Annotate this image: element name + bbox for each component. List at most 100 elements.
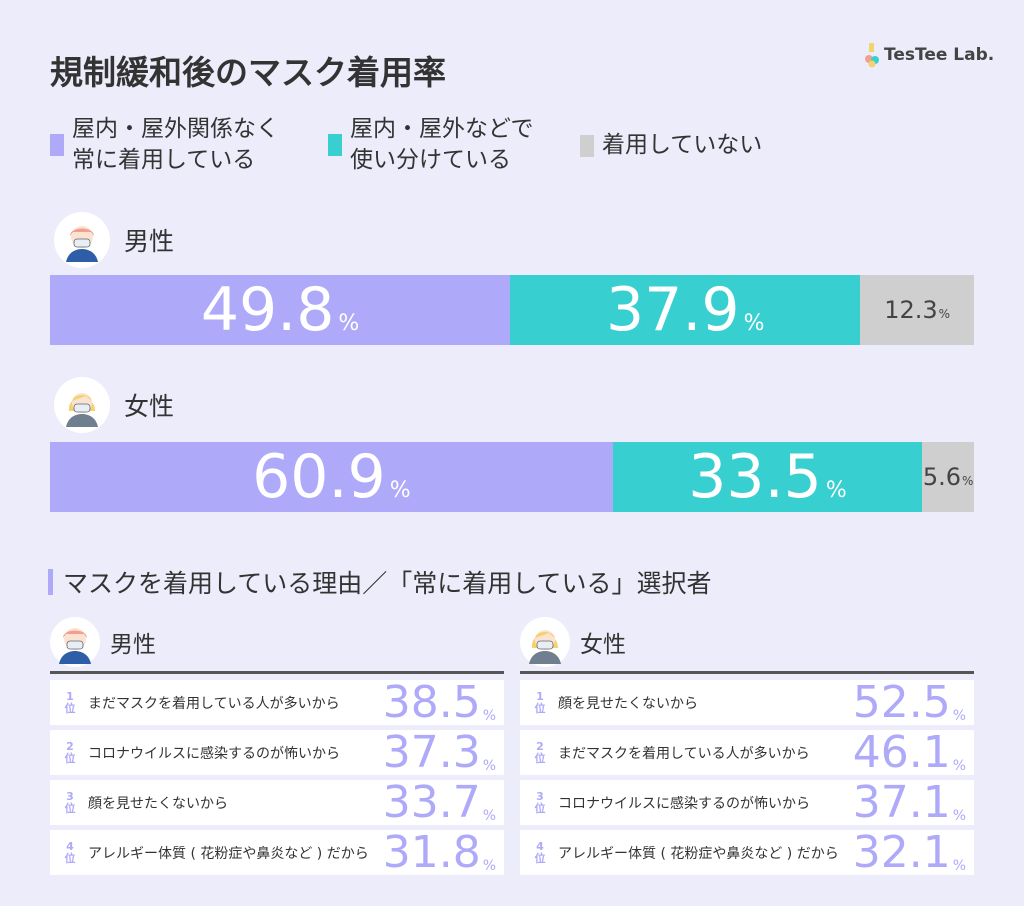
- percent-sign: %: [952, 858, 966, 874]
- reason-text: まだマスクを着用している人が多いから: [558, 745, 810, 762]
- percent-sign: %: [952, 758, 966, 774]
- ranking-row: 3 位コロナウイルスに感染するのが怖いから 37.1%: [520, 777, 974, 828]
- ranking-male: 男性 1 位まだマスクを着用している人が多いから 38.5% 2 位コロナウイルスに感染…: [50, 617, 504, 880]
- panel-label: 男性: [110, 632, 156, 658]
- female-avatar-icon: [520, 617, 570, 667]
- legend-label: 着用していない: [602, 132, 763, 158]
- bar-segment: 49.8%: [50, 275, 511, 345]
- rank-number: 2: [536, 739, 544, 753]
- bar-segment: 12.3%: [860, 275, 974, 345]
- reason-text: 顔を見せたくないから: [88, 795, 228, 812]
- legend-label: 屋内・屋外関係なく: [72, 116, 279, 142]
- data-label: 33.5: [688, 442, 822, 512]
- data-label: 37.9: [605, 275, 740, 345]
- brand-logo: TesTee Lab.: [864, 42, 994, 68]
- legend-always: 屋内・屋外関係なく 常に着用している: [50, 114, 279, 176]
- bar-segment: 60.9%: [50, 442, 613, 512]
- percent-value: 37.1: [852, 777, 951, 828]
- data-label: 5.6: [922, 463, 961, 491]
- legend-swatch: [580, 134, 594, 157]
- data-label: 12.3: [884, 296, 938, 324]
- rank-suffix: 位: [534, 751, 546, 765]
- rank-suffix: 位: [534, 801, 546, 815]
- group-label: 男性: [124, 227, 175, 256]
- percent-value: 31.8: [382, 827, 481, 878]
- legend-swatch: [328, 134, 342, 156]
- female-avatar-icon: [54, 377, 110, 433]
- percent-sign: %: [482, 708, 496, 724]
- percent-sign: %: [389, 477, 411, 503]
- ranking-row: 2 位まだマスクを着用している人が多いから 46.1%: [520, 727, 974, 778]
- reason-percent: 37.1%: [853, 777, 974, 828]
- percent-sign: %: [952, 708, 966, 724]
- reason-percent: 38.5%: [383, 677, 504, 728]
- bar-female: 60.9% 33.5% 5.6%: [50, 442, 974, 512]
- reason-percent: 52.5%: [853, 677, 974, 728]
- reason-text: コロナウイルスに感染するのが怖いから: [88, 745, 340, 762]
- ranking-female: 女性 1 位顔を見せたくないから 52.5% 2 位まだマスクを着用している人が多いから…: [520, 617, 974, 880]
- percent-value: 33.7: [382, 777, 481, 828]
- rank-number: 4: [536, 839, 544, 853]
- percent-value: 46.1: [852, 727, 951, 778]
- rank-suffix: 位: [534, 701, 546, 715]
- percent-sign: %: [743, 310, 765, 336]
- chart-title: 規制緩和後のマスク着用率: [50, 53, 446, 92]
- ranking-row: 1 位まだマスクを着用している人が多いから 38.5%: [50, 677, 504, 728]
- percent-value: 38.5: [382, 677, 481, 728]
- bar-male: 49.8% 37.9% 12.3%: [50, 275, 974, 345]
- rank-number: 3: [536, 789, 544, 803]
- bar-segment: 5.6%: [922, 442, 974, 512]
- flask-icon: [865, 43, 879, 68]
- legend-label: 常に着用している: [72, 147, 256, 173]
- group-female: 女性: [54, 377, 174, 433]
- legend-label: 使い分けている: [350, 147, 511, 173]
- percent-value: 52.5: [852, 677, 951, 728]
- rank-suffix: 位: [64, 801, 76, 815]
- legend-none: 着用していない: [580, 130, 762, 161]
- percent-sign: %: [482, 808, 496, 824]
- ranking-row: 3 位顔を見せたくないから 33.7%: [50, 777, 504, 828]
- percent-value: 32.1: [852, 827, 951, 878]
- reason-percent: 46.1%: [853, 727, 974, 778]
- rank-number: 3: [66, 789, 74, 803]
- group-male: 男性: [54, 212, 174, 268]
- ranking-row: 4 位アレルギー体質 ( 花粉症や鼻炎など ) だから 31.8%: [50, 827, 504, 878]
- percent-sign: %: [338, 310, 360, 336]
- rank-suffix: 位: [64, 701, 76, 715]
- percent-sign: %: [961, 474, 974, 488]
- panel-label: 女性: [580, 632, 626, 658]
- bar-segment: 33.5%: [612, 442, 923, 512]
- bar-segment: 37.9%: [510, 275, 861, 345]
- group-label: 女性: [124, 392, 175, 421]
- reason-percent: 32.1%: [853, 827, 974, 878]
- rank-suffix: 位: [64, 751, 76, 765]
- male-avatar-icon: [50, 617, 100, 667]
- legend-swatch: [50, 134, 64, 156]
- rank-suffix: 位: [534, 851, 546, 865]
- reason-percent: 31.8%: [383, 827, 504, 878]
- reason-percent: 33.7%: [383, 777, 504, 828]
- reason-percent: 37.3%: [383, 727, 504, 778]
- percent-sign: %: [952, 808, 966, 824]
- rank-number: 1: [536, 689, 544, 703]
- reason-text: アレルギー体質 ( 花粉症や鼻炎など ) だから: [558, 845, 839, 862]
- legend-sometimes: 屋内・屋外などで 使い分けている: [328, 114, 534, 176]
- percent-sign: %: [938, 307, 951, 321]
- male-avatar-icon: [54, 212, 110, 268]
- reason-text: コロナウイルスに感染するのが怖いから: [558, 795, 810, 812]
- ranking-title-text: マスクを着用している理由／「常に着用している」選択者: [63, 569, 712, 598]
- percent-sign: %: [825, 477, 847, 503]
- legend-label: 屋内・屋外などで: [350, 116, 534, 142]
- percent-sign: %: [482, 758, 496, 774]
- ranking-title: マスクを着用している理由／「常に着用している」選択者: [48, 564, 712, 600]
- reason-text: アレルギー体質 ( 花粉症や鼻炎など ) だから: [88, 845, 369, 862]
- percent-value: 37.3: [382, 727, 481, 778]
